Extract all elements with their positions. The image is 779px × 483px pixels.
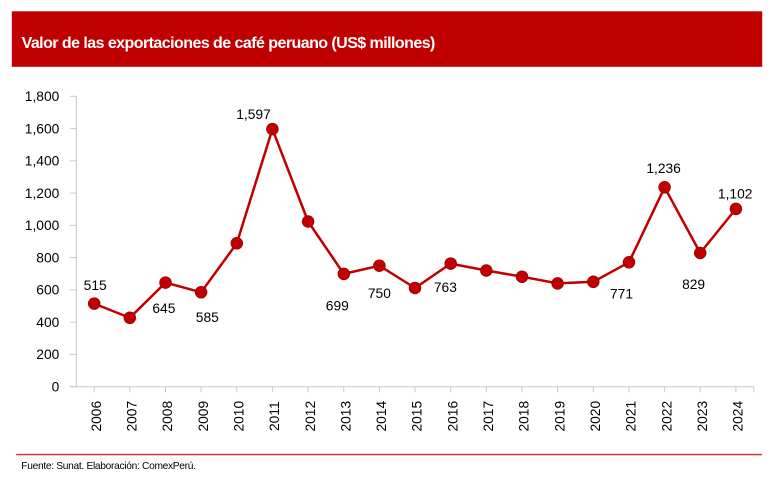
- svg-text:2023: 2023: [695, 401, 710, 432]
- svg-text:1,800: 1,800: [25, 89, 60, 104]
- svg-text:2021: 2021: [624, 401, 639, 432]
- svg-text:699: 699: [326, 298, 349, 313]
- svg-text:2020: 2020: [588, 401, 603, 432]
- svg-text:1,600: 1,600: [25, 121, 60, 136]
- svg-text:400: 400: [36, 315, 59, 330]
- svg-text:771: 771: [610, 287, 633, 302]
- svg-text:Valor de las exportaciones de: Valor de las exportaciones de café perua…: [22, 35, 435, 52]
- svg-text:2015: 2015: [410, 401, 425, 432]
- svg-text:2016: 2016: [445, 401, 460, 432]
- svg-text:1,236: 1,236: [646, 161, 681, 176]
- svg-text:1,102: 1,102: [718, 186, 753, 201]
- svg-text:2009: 2009: [196, 401, 211, 432]
- svg-text:2007: 2007: [125, 401, 140, 432]
- svg-text:645: 645: [152, 301, 175, 316]
- svg-text:2024: 2024: [731, 401, 746, 432]
- svg-text:1,597: 1,597: [236, 107, 271, 122]
- svg-text:800: 800: [36, 250, 59, 265]
- svg-text:585: 585: [196, 310, 219, 325]
- svg-text:2019: 2019: [552, 401, 567, 432]
- svg-text:1,000: 1,000: [25, 218, 60, 233]
- svg-text:2008: 2008: [160, 401, 175, 432]
- svg-text:2013: 2013: [338, 401, 353, 432]
- svg-text:829: 829: [682, 277, 705, 292]
- svg-text:1,400: 1,400: [25, 154, 60, 169]
- svg-text:2017: 2017: [481, 401, 496, 432]
- svg-text:1,200: 1,200: [25, 186, 60, 201]
- svg-text:2022: 2022: [659, 401, 674, 432]
- svg-text:200: 200: [36, 347, 59, 362]
- svg-text:2012: 2012: [303, 401, 318, 432]
- svg-text:750: 750: [368, 286, 391, 301]
- svg-text:Fuente: Sunat. Elaboración: Co: Fuente: Sunat. Elaboración: ComexPerú.: [21, 461, 195, 472]
- svg-text:2018: 2018: [517, 401, 532, 432]
- svg-text:763: 763: [434, 280, 457, 295]
- svg-text:2010: 2010: [232, 401, 247, 432]
- svg-text:0: 0: [52, 380, 60, 395]
- svg-text:515: 515: [84, 278, 107, 293]
- svg-text:2014: 2014: [374, 401, 389, 432]
- svg-text:600: 600: [36, 283, 59, 298]
- svg-text:2006: 2006: [89, 401, 104, 432]
- svg-text:2011: 2011: [267, 401, 282, 431]
